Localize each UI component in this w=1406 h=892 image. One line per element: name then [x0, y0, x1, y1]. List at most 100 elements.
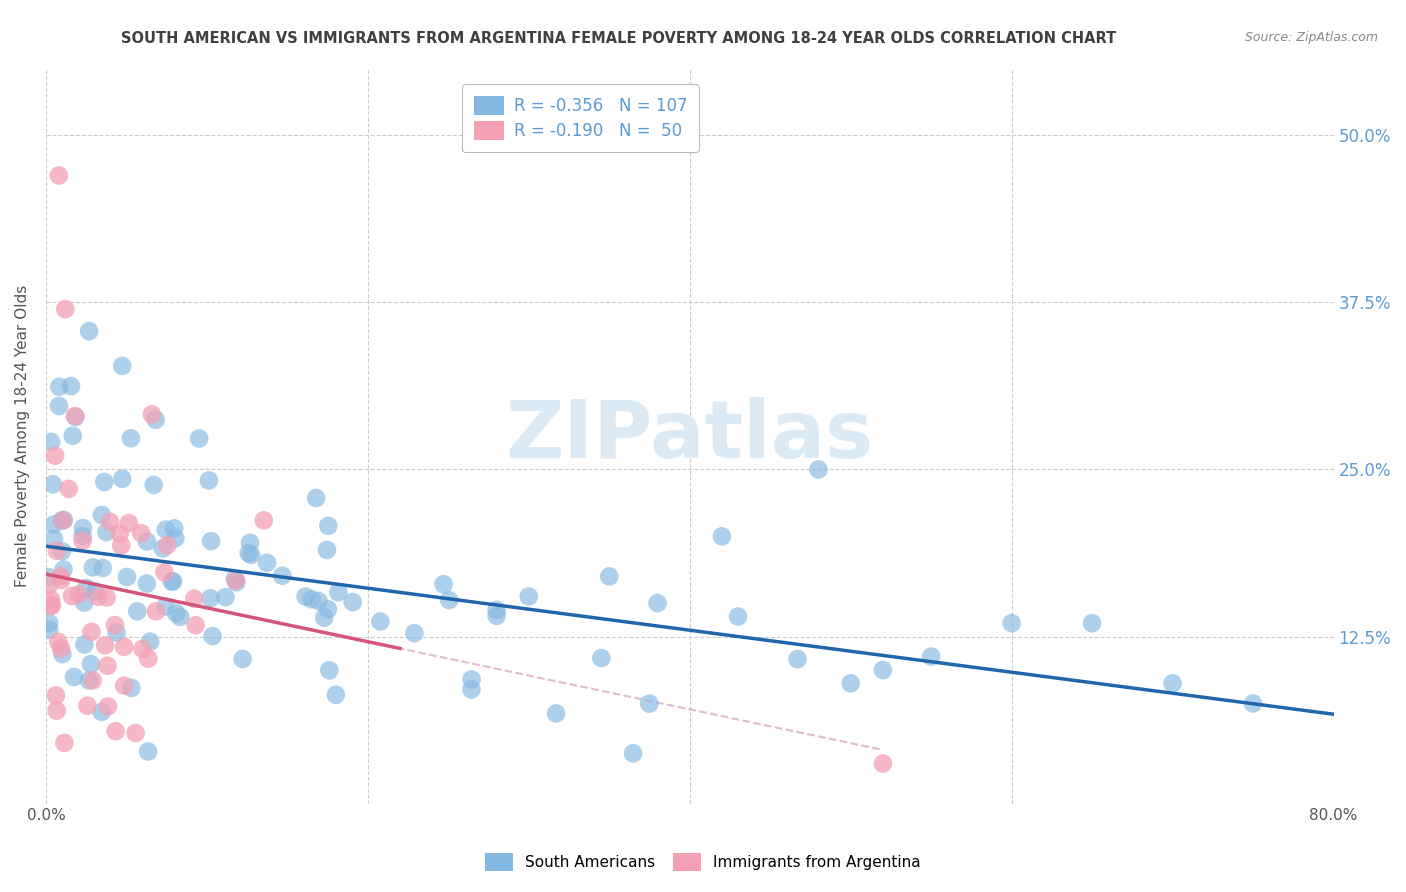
Point: [165, 606, 187, 620]
Point: [460, 682, 482, 697]
Point: [1001, 616, 1024, 631]
Point: [165, 531, 187, 545]
Point: [42, 477, 65, 491]
Point: [63, 670, 86, 684]
Point: [48, 380, 70, 394]
Point: [82, 673, 104, 688]
Point: [225, 575, 247, 590]
Point: [72, 529, 94, 543]
Point: [45, 704, 67, 718]
Point: [97, 699, 120, 714]
Point: [124, 726, 146, 740]
Point: [111, 472, 134, 486]
Point: [108, 526, 131, 541]
Point: [437, 593, 460, 607]
Point: [145, 604, 167, 618]
Point: [485, 603, 508, 617]
Point: [214, 590, 236, 604]
Point: [46, 635, 69, 649]
Point: [786, 652, 808, 666]
Point: [72, 533, 94, 548]
Point: [591, 651, 613, 665]
Point: [198, 474, 221, 488]
Point: [120, 681, 142, 695]
Point: [38, 616, 60, 631]
Point: [67, 587, 90, 601]
Point: [59, 379, 82, 393]
Point: [104, 618, 127, 632]
Point: [256, 556, 278, 570]
Point: [647, 596, 669, 610]
Point: [188, 432, 211, 446]
Point: [62, 428, 84, 442]
Point: [82, 560, 104, 574]
Point: [325, 688, 347, 702]
Point: [84, 584, 107, 599]
Point: [52, 562, 75, 576]
Point: [53, 302, 76, 317]
Point: [271, 568, 294, 582]
Point: [52, 513, 75, 527]
Point: [77, 673, 100, 688]
Point: [370, 615, 392, 629]
Point: [98, 515, 121, 529]
Point: [49, 569, 72, 583]
Point: [238, 546, 260, 560]
Point: [153, 566, 176, 580]
Point: [91, 561, 114, 575]
Point: [105, 625, 128, 640]
Point: [200, 591, 222, 606]
Point: [710, 529, 733, 543]
Point: [139, 634, 162, 648]
Point: [41, 599, 63, 613]
Point: [44, 449, 66, 463]
Point: [63, 409, 86, 423]
Point: [104, 724, 127, 739]
Point: [163, 521, 186, 535]
Point: [316, 602, 339, 616]
Point: [314, 610, 336, 624]
Point: [42, 517, 65, 532]
Point: [52, 513, 75, 527]
Point: [155, 523, 177, 537]
Point: [872, 756, 894, 771]
Point: [135, 576, 157, 591]
Point: [136, 651, 159, 665]
Point: [169, 610, 191, 624]
Text: ZIPatlas: ZIPatlas: [506, 397, 875, 475]
Point: [90, 705, 112, 719]
Point: [224, 572, 246, 586]
Point: [460, 673, 482, 687]
Point: [145, 413, 167, 427]
Point: [42, 532, 65, 546]
Point: [839, 676, 862, 690]
Point: [152, 541, 174, 556]
Point: [727, 609, 749, 624]
Point: [485, 608, 508, 623]
Point: [240, 548, 263, 562]
Point: [294, 590, 316, 604]
Point: [110, 538, 132, 552]
Point: [328, 585, 350, 599]
Point: [308, 594, 330, 608]
Point: [316, 518, 339, 533]
Point: [111, 359, 134, 373]
Point: [87, 590, 110, 604]
Point: [38, 570, 60, 584]
Point: [51, 513, 73, 527]
Point: [621, 747, 644, 761]
Point: [301, 592, 323, 607]
Point: [432, 577, 454, 591]
Point: [546, 706, 568, 721]
Point: [39, 592, 62, 607]
Point: [45, 544, 67, 558]
Point: [162, 574, 184, 589]
Point: [232, 652, 254, 666]
Point: [75, 581, 97, 595]
Point: [305, 491, 328, 505]
Point: [239, 536, 262, 550]
Point: [253, 513, 276, 527]
Point: [872, 663, 894, 677]
Point: [72, 521, 94, 535]
Y-axis label: Female Poverty Among 18-24 Year Olds: Female Poverty Among 18-24 Year Olds: [15, 285, 30, 587]
